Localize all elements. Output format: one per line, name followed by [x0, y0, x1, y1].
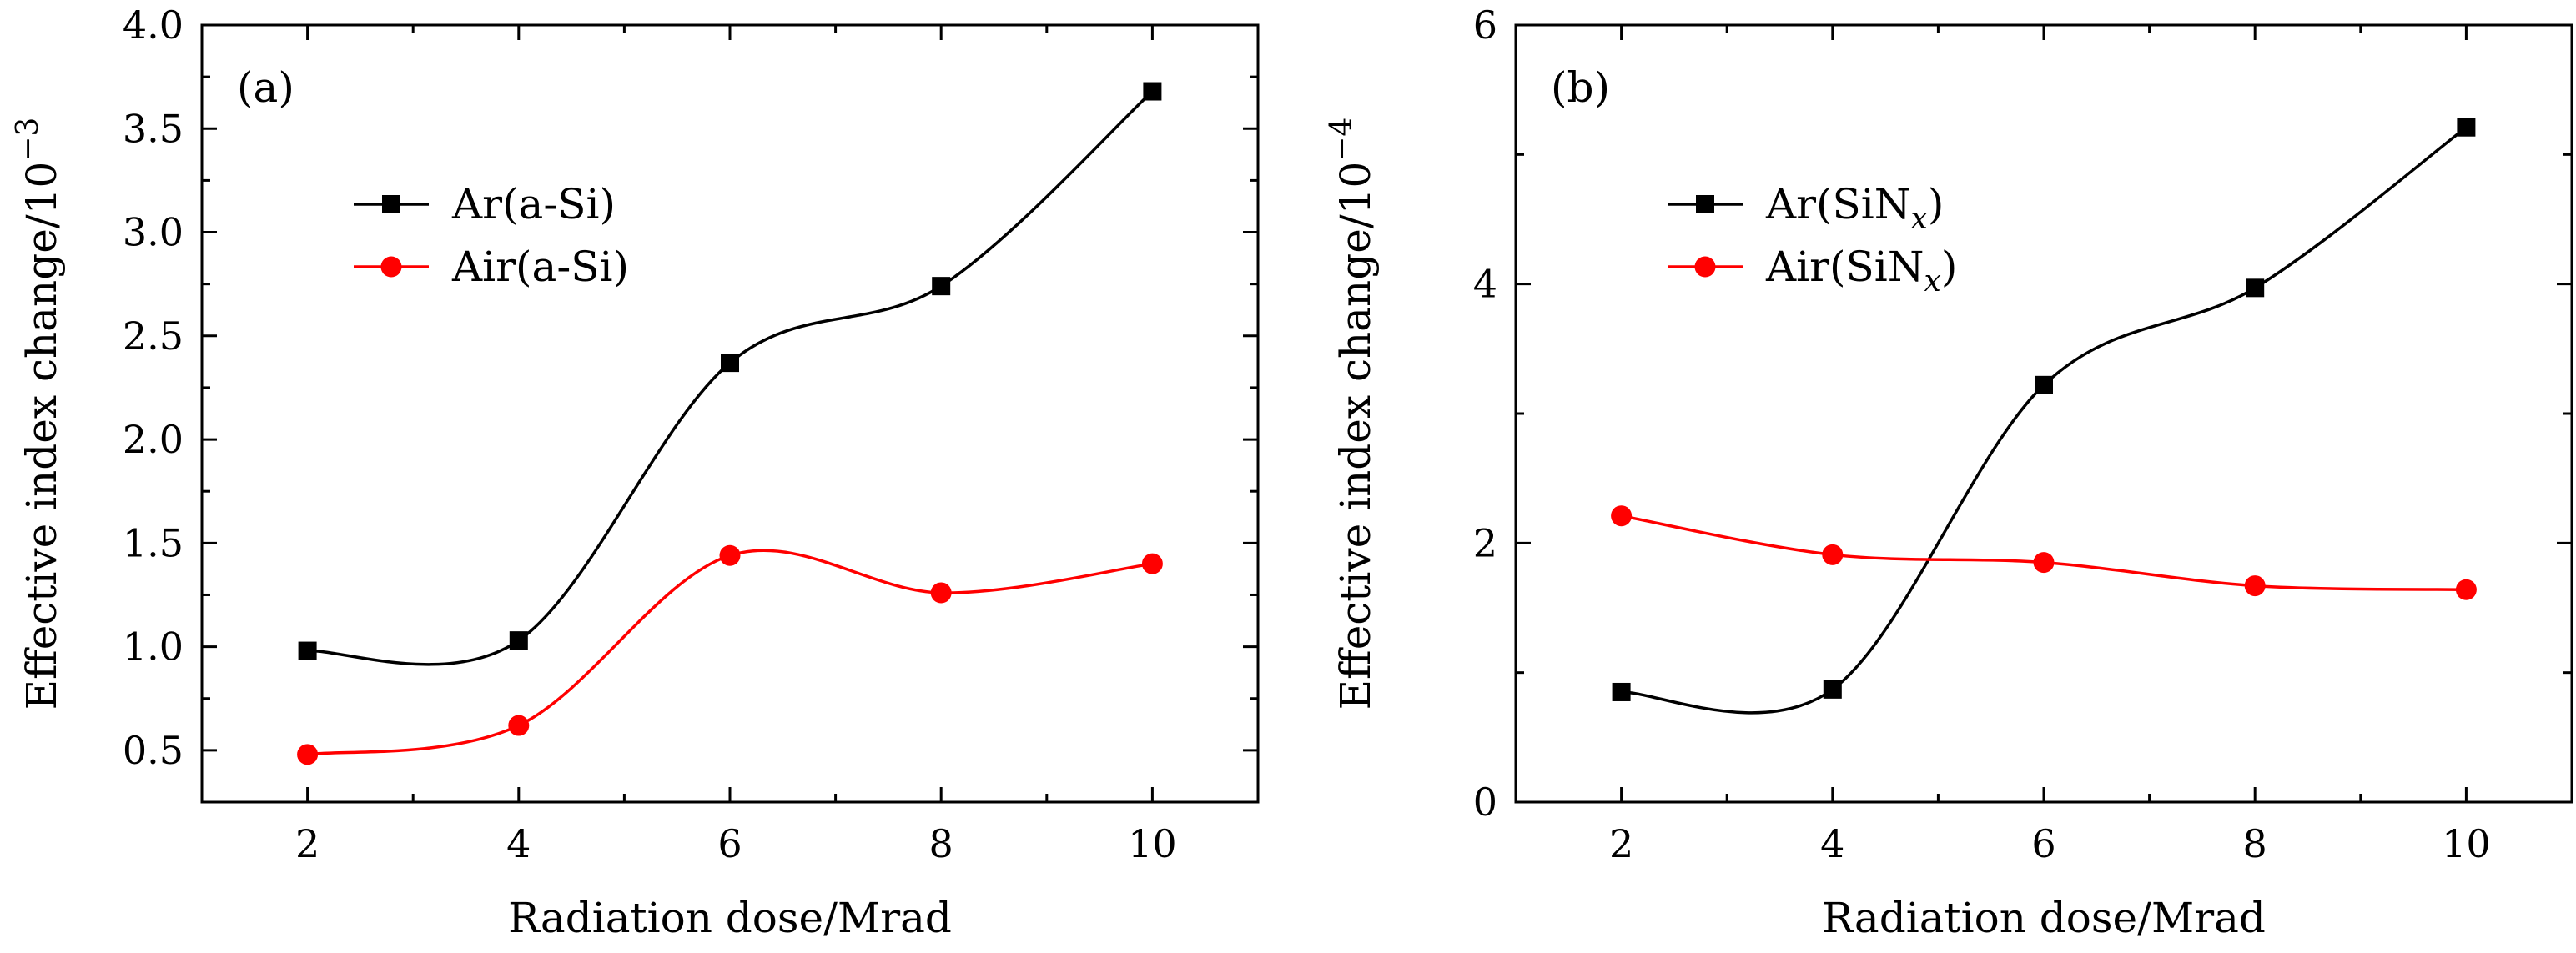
y-tick-label: 3.5 [123, 106, 184, 151]
series-line [1621, 126, 2468, 715]
series-ar [1612, 118, 2476, 715]
series-air [297, 544, 1163, 765]
data-point [719, 544, 741, 566]
panel-b: 2 4 6 8 10 0 2 4 6 Radiation dose/Mrad Effective i… [1325, 3, 2573, 942]
panel-a: 2 4 6 8 10 0.5 1.0 1.5 2.0 2.5 3.0 3.5 4.0 Radiation … [11, 3, 1260, 942]
legend-label: Ar(SiNx) [1765, 180, 1944, 236]
data-point [2246, 278, 2265, 298]
x-tick-label: 6 [2031, 821, 2055, 866]
legend-label-text: Air(a-Si) [451, 243, 629, 291]
y-tick-label: 2.0 [123, 417, 184, 462]
panel-label: (b) [1551, 63, 1610, 112]
legend-entry: Ar(a-Si) [354, 180, 616, 228]
series-air [1611, 505, 2477, 600]
plot-frame [1514, 23, 2573, 804]
x-tick-label: 10 [2442, 821, 2491, 866]
data-point [721, 354, 739, 373]
data-point [932, 277, 951, 296]
data-point [1823, 680, 1842, 699]
legend-label-subscript: x [1924, 264, 1941, 298]
y-tick-label: 1.5 [123, 520, 184, 565]
x-tick-label: 10 [1128, 821, 1177, 866]
legend-marker [1694, 256, 1716, 278]
legend-label: Ar(a-Si) [451, 180, 616, 228]
legend-label-text: Ar(a-Si) [451, 180, 616, 228]
legend-label-suffix: ) [1941, 243, 1958, 291]
x-tick-label: 6 [717, 821, 742, 866]
y-axis-label: Effective index change/10−3 [11, 118, 66, 710]
x-axis-label: Radiation dose/Mrad [1822, 894, 2266, 942]
legend-entry: Air(SiNx) [1668, 243, 1957, 298]
data-point [298, 641, 317, 660]
y-axis-label-text: Effective index change/10 [18, 162, 66, 710]
legend-label: Air(SiNx) [1765, 243, 1957, 298]
data-point [508, 715, 530, 736]
series-ar [298, 82, 1162, 666]
y-axis-label-exponent: −3 [11, 118, 45, 162]
data-point [930, 582, 952, 604]
x-tick-label: 8 [2243, 821, 2267, 866]
y-tick-label: 6 [1473, 3, 1497, 48]
legend-label-suffix: ) [1928, 180, 1945, 228]
data-point [2244, 575, 2266, 597]
x-tick-label: 2 [1609, 821, 1633, 866]
y-tick-label: 4.0 [123, 3, 184, 48]
data-point [2033, 552, 2055, 574]
series-line [307, 90, 1154, 666]
y-tick-label: 0 [1473, 780, 1497, 825]
x-tick-label: 2 [295, 821, 319, 866]
data-point [1611, 505, 1633, 527]
y-tick-label: 1.0 [123, 624, 184, 670]
data-point [1143, 82, 1162, 101]
series-line [307, 549, 1153, 756]
x-tick-label: 8 [929, 821, 953, 866]
y-axis-label: Effective index change/10−4 [1325, 118, 1380, 710]
y-axis-label-text: Effective index change/10 [1331, 162, 1380, 710]
y-tick-label: 2 [1473, 520, 1497, 565]
legend-marker [1696, 195, 1714, 213]
legend-entry: Ar(SiNx) [1668, 180, 1944, 236]
legend-label-text: Air(SiN [1765, 243, 1924, 291]
data-point [509, 631, 528, 650]
x-axis-label: Radiation dose/Mrad [508, 894, 952, 942]
data-point [1822, 544, 1844, 565]
legend-label-text: Ar(SiN [1765, 180, 1911, 228]
data-point [297, 744, 319, 765]
legend-marker [380, 256, 402, 278]
panel-label: (a) [237, 63, 294, 112]
data-point [2457, 118, 2476, 137]
legend-marker [382, 195, 400, 213]
plot-frame [200, 23, 1260, 804]
y-tick-label: 2.5 [123, 313, 184, 359]
x-tick-label: 4 [506, 821, 531, 866]
data-point [1141, 553, 1163, 574]
y-axis-label-exponent: −4 [1325, 118, 1359, 162]
data-point [2455, 579, 2477, 600]
y-tick-label: 3.0 [123, 210, 184, 255]
legend-label: Air(a-Si) [451, 243, 629, 291]
legend-entry: Air(a-Si) [354, 243, 629, 291]
x-tick-label: 4 [1820, 821, 1844, 866]
y-tick-label: 0.5 [123, 728, 184, 773]
data-point [1612, 682, 1631, 701]
data-point [2035, 375, 2053, 394]
y-tick-label: 4 [1473, 262, 1497, 307]
legend-label-subscript: x [1911, 202, 1928, 236]
